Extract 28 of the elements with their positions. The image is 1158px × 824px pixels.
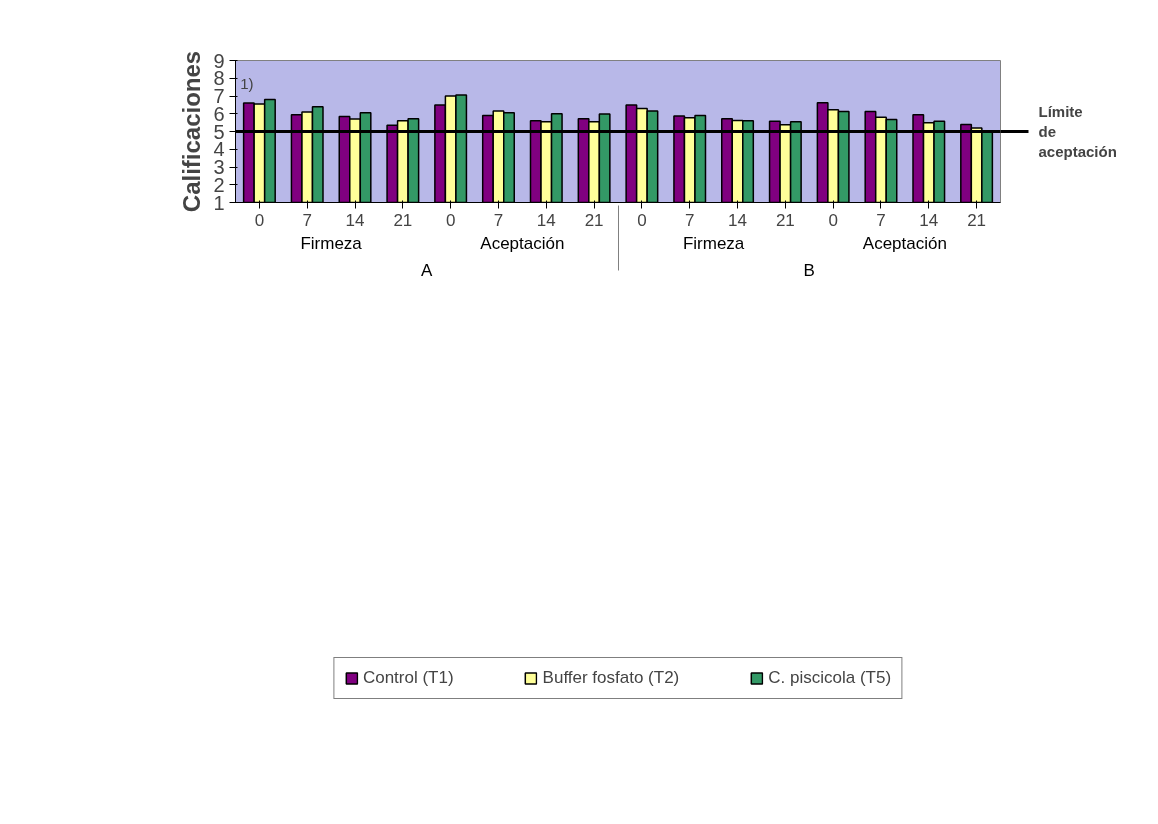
text: Aceptación xyxy=(862,233,947,253)
legend-label: Buffer fosfato (T2) xyxy=(542,668,680,688)
y-axis-title: Calificaciones xyxy=(178,50,206,213)
text: Firmeza xyxy=(682,233,745,253)
x-tick-label: 21 xyxy=(393,210,413,230)
x-tick-label: 21 xyxy=(967,210,987,230)
text: Firmeza xyxy=(300,233,363,253)
x-tick-label: 14 xyxy=(345,210,365,230)
x-tick-label: 14 xyxy=(919,210,939,230)
x-tick-label: 14 xyxy=(728,210,747,230)
x-tick-label: 21 xyxy=(775,210,795,230)
x-tick-label: 7 xyxy=(684,210,695,230)
x-tick-label: 7 xyxy=(876,210,886,230)
legend-label: Control (T1) xyxy=(362,668,454,688)
annotation: 1) xyxy=(240,75,254,93)
text: A xyxy=(421,260,434,280)
text: B xyxy=(803,260,815,280)
legend-label: C. piscicola (T5) xyxy=(768,668,892,688)
x-tick-label: 7 xyxy=(493,210,504,230)
x-tick-label: 7 xyxy=(302,210,312,230)
x-tick-label: 0 xyxy=(828,210,838,230)
x-tick-label: 0 xyxy=(254,210,265,230)
x-tick-label: 14 xyxy=(536,210,556,230)
ref-line-label: Límite de aceptación xyxy=(1038,102,1117,161)
x-tick-label: 21 xyxy=(584,210,604,230)
text: Aceptación xyxy=(480,233,565,253)
x-tick-label: 0 xyxy=(445,210,456,230)
x-tick-label: 0 xyxy=(637,210,647,230)
